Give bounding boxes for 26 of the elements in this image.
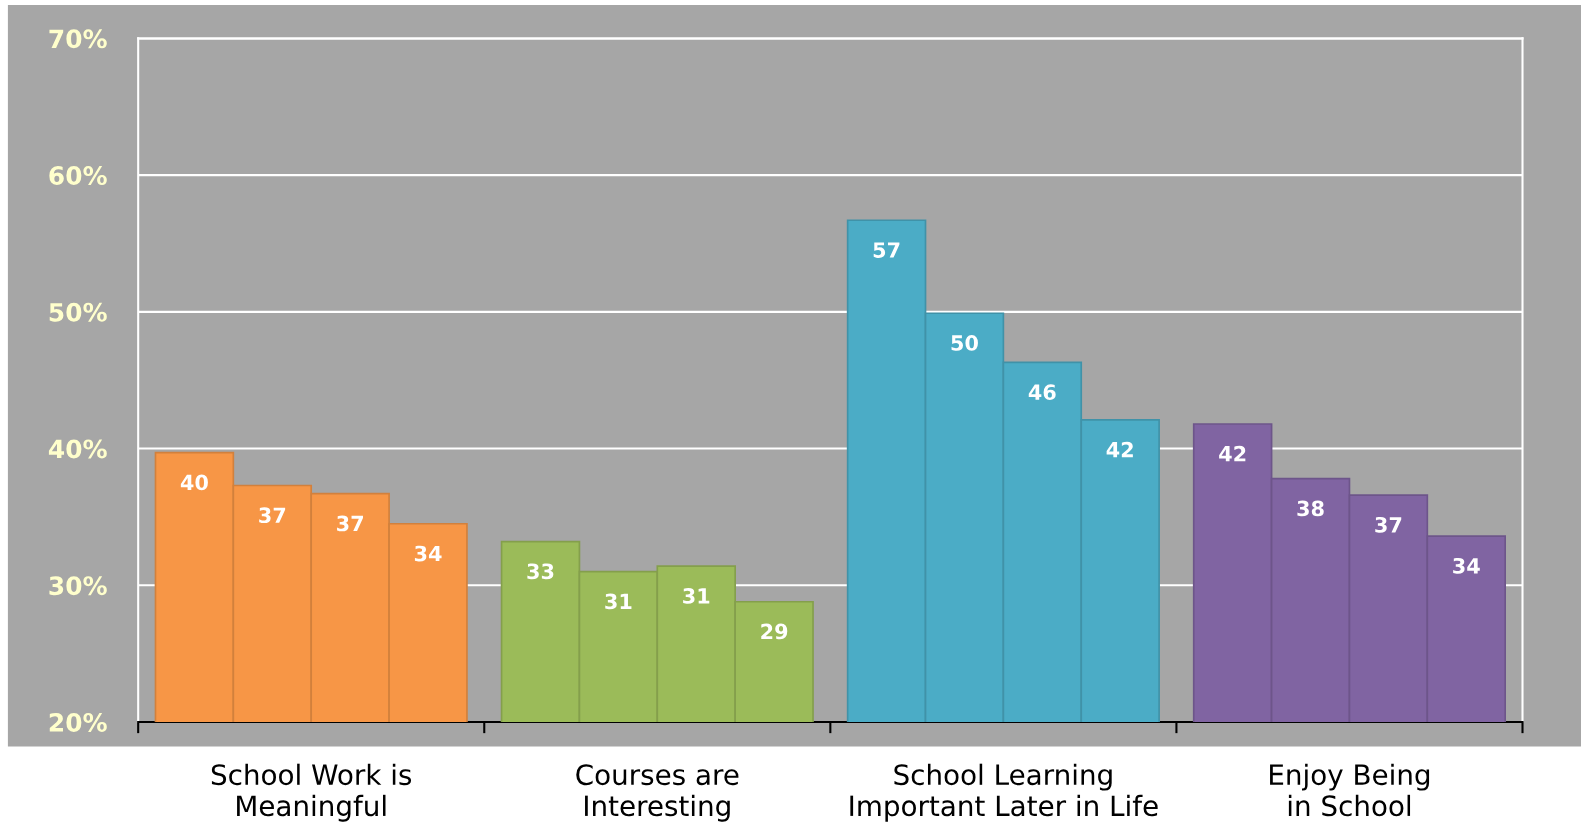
data-label: 31 [683, 588, 710, 604]
y-tick-label: 30% [49, 576, 107, 596]
data-label: 42 [1219, 445, 1246, 462]
data-label: 42 [1106, 441, 1133, 458]
x-tick-label: Enjoy Being in School [1270, 763, 1430, 817]
data-label: 37 [259, 507, 286, 524]
data-label: 37 [1375, 516, 1402, 533]
data-label: 37 [337, 515, 363, 532]
data-label: 46 [1028, 384, 1056, 401]
y-tick-label: 70% [49, 29, 107, 49]
y-tick-label: 60% [49, 166, 107, 185]
y-tick-label: 40% [48, 439, 107, 459]
y-tick-label: 50% [49, 302, 107, 322]
data-label: 57 [873, 242, 900, 258]
y-tick-label: 20% [49, 712, 107, 732]
data-label: 38 [1297, 500, 1324, 517]
data-label: 29 [761, 623, 788, 640]
data-label: 31 [605, 593, 632, 610]
x-tick-label: School Work is Meaningful [211, 763, 412, 822]
data-label: 34 [414, 545, 442, 562]
data-label: 34 [1453, 557, 1480, 574]
x-tick-label: School Learning Important Later in Life [850, 763, 1158, 822]
data-label: 33 [527, 563, 554, 580]
data-label: 50 [951, 335, 978, 351]
data-label: 40 [180, 474, 208, 491]
x-tick-label: Courses are Interesting [576, 764, 739, 822]
